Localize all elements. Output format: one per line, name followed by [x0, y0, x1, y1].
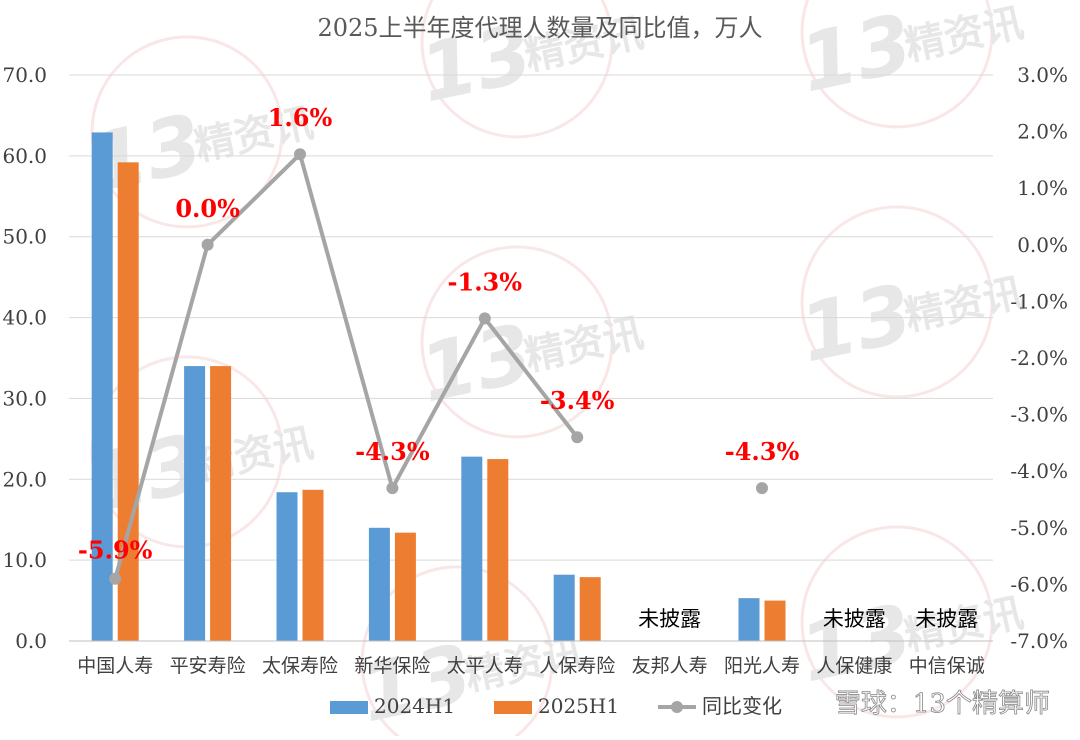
right-tick-label: 3.0% [1017, 63, 1068, 87]
yoy-data-label: 1.6% [268, 103, 333, 132]
left-tick-label: 10.0 [2, 548, 47, 572]
bar-2025H1 [302, 489, 324, 641]
bar-2024H1 [461, 456, 483, 641]
left-tick-label: 70.0 [2, 63, 47, 87]
yoy-point [386, 482, 399, 495]
undisclosed-label: 未披露 [823, 607, 886, 631]
legend-label: 2025H1 [538, 694, 619, 718]
right-tick-label: -2.0% [1010, 346, 1068, 370]
category-label: 中国人寿 [77, 655, 153, 677]
data-labels: -5.9% 0.0% 1.6% -4.3% -1.3% -3.4% -4.3% [78, 103, 800, 565]
yoy-data-label: -5.9% [78, 536, 153, 565]
chart-title: 2025上半年度代理人数量及同比值，万人 [317, 14, 762, 42]
right-tick-label: -1.0% [1010, 289, 1068, 313]
bar-2024H1 [184, 366, 206, 641]
bar-2024H1 [553, 574, 575, 641]
category-label: 太平人寿 [447, 655, 523, 677]
legend: 2024H1 2025H1 同比变化 [330, 694, 782, 718]
watermark-text: 精资讯 [901, 270, 1028, 340]
legend-marker [671, 701, 683, 713]
yoy-point [756, 482, 768, 495]
watermark-number: 13 [792, 266, 920, 380]
category-label: 人保健康 [816, 655, 892, 677]
category-label: 新华保险 [354, 655, 430, 677]
left-tick-label: 0.0 [15, 629, 47, 653]
yoy-data-label: 0.0% [175, 194, 240, 223]
watermark-text: 精资讯 [901, 0, 1028, 70]
left-y-axis: 0.0 10.0 20.0 30.0 40.0 50.0 60.0 70.0 [2, 63, 47, 653]
right-tick-label: -6.0% [1010, 572, 1068, 596]
bar-2025H1 [394, 532, 416, 641]
watermark-ring [420, 0, 614, 139]
right-tick-label: -3.0% [1010, 403, 1068, 427]
right-y-axis: 3.0% 2.0% 1.0% 0.0% -1.0% -2.0% -3.0% -4.0% -5.0… [1010, 63, 1068, 653]
watermark-number: 13 [792, 0, 920, 110]
yoy-line [109, 148, 768, 585]
bars [91, 132, 786, 641]
footer: 雪球：13个精算师 [835, 689, 1051, 720]
right-tick-label: -4.0% [1010, 459, 1068, 483]
yoy-point [571, 431, 584, 444]
right-tick-label: 2.0% [1017, 120, 1068, 144]
yoy-line-segment [113, 152, 579, 580]
right-tick-label: 1.0% [1017, 176, 1068, 200]
bar-2025H1 [487, 459, 509, 641]
yoy-data-label: -3.4% [540, 386, 615, 415]
category-label: 人保寿险 [539, 655, 615, 677]
yoy-point [201, 238, 214, 251]
left-tick-label: 50.0 [2, 225, 47, 249]
category-label: 平安寿险 [170, 655, 246, 677]
source-watermark: 雪球：13个精算师 [835, 689, 1050, 719]
yoy-point [478, 312, 491, 325]
legend-label: 2024H1 [374, 694, 455, 718]
watermark-number: 13 [792, 586, 920, 700]
yoy-point [109, 572, 122, 585]
bar-2024H1 [276, 492, 298, 641]
undisclosed-label: 未披露 [915, 607, 978, 631]
bar-2025H1 [579, 577, 601, 641]
right-tick-label: -7.0% [1010, 629, 1068, 653]
yoy-data-label: -4.3% [725, 437, 800, 466]
bar-2025H1 [117, 162, 139, 641]
right-tick-label: 0.0% [1017, 233, 1068, 257]
legend-label: 同比变化 [702, 694, 782, 718]
category-label: 中信保诚 [909, 655, 985, 677]
bar-2024H1 [738, 598, 760, 641]
left-tick-label: 40.0 [2, 306, 47, 330]
left-tick-label: 30.0 [2, 386, 47, 410]
category-label: 太保寿险 [262, 655, 338, 677]
bar-2024H1 [91, 132, 113, 641]
watermark-ring [800, 0, 994, 129]
left-tick-label: 60.0 [2, 144, 47, 168]
undisclosed-label: 未披露 [638, 607, 701, 631]
legend-swatch [330, 701, 368, 714]
watermark-ring [800, 525, 994, 719]
yoy-data-label: -4.3% [355, 437, 430, 466]
watermark-text: 精资讯 [521, 310, 648, 380]
left-tick-label: 20.0 [2, 467, 47, 491]
watermark-ring [360, 565, 554, 740]
category-label: 友邦人寿 [632, 655, 708, 677]
watermark-number: 13 [412, 6, 540, 120]
bar-2024H1 [368, 527, 390, 641]
category-label: 阳光人寿 [724, 655, 800, 677]
watermark-number: 13 [352, 626, 480, 736]
watermark-ring [420, 245, 614, 439]
yoy-point [294, 148, 306, 161]
yoy-data-label: -1.3% [448, 267, 523, 296]
bar-2025H1 [764, 600, 786, 641]
right-tick-label: -5.0% [1010, 516, 1068, 540]
watermark-ring [800, 205, 994, 399]
legend-swatch [494, 701, 532, 714]
bar-2025H1 [210, 366, 232, 641]
